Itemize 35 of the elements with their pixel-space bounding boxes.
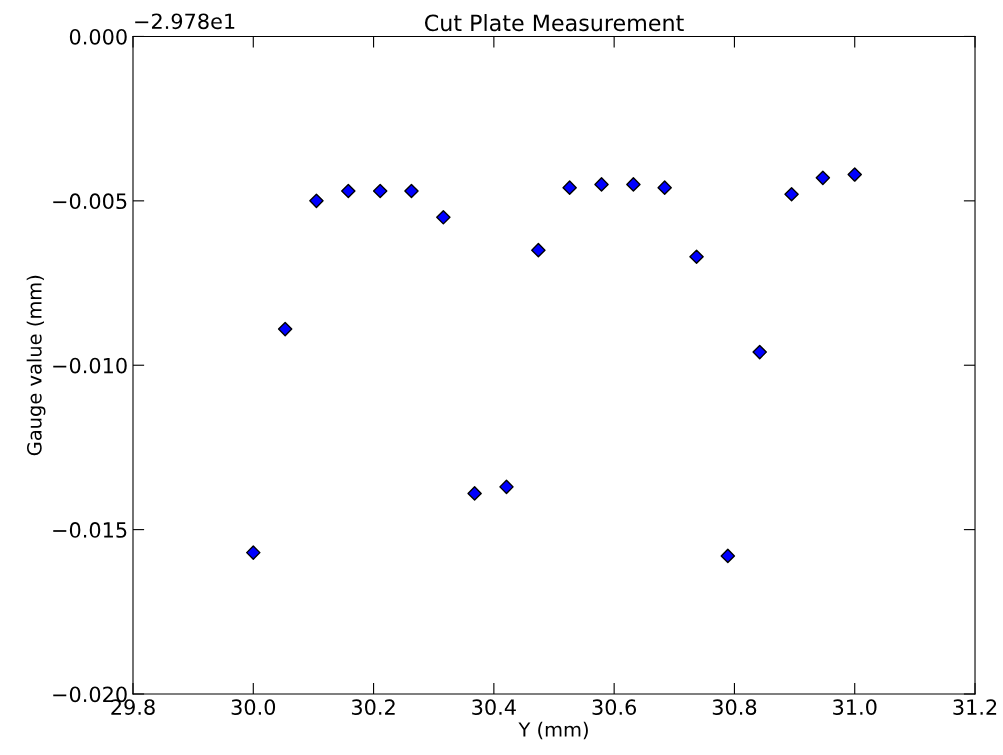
point (752, 344, 767, 360)
chart-title: Cut Plate Measurement (424, 14, 684, 32)
point (467, 486, 482, 501)
point (372, 183, 388, 199)
point (626, 177, 641, 192)
y-tick-label: −0.005 (53, 193, 127, 210)
y-axis-title: Gauge value (mm) (26, 275, 46, 456)
point (531, 242, 546, 258)
point (436, 210, 451, 225)
y-tick-label: −0.015 (53, 522, 127, 538)
point (657, 180, 672, 195)
point (689, 249, 704, 265)
point (562, 180, 577, 195)
x-tick-label: 31.2 (953, 699, 997, 715)
x-tick-label: 30.4 (472, 699, 516, 715)
point (847, 167, 863, 182)
point (309, 193, 324, 209)
x-tick-label: 30.2 (351, 699, 395, 715)
point (784, 186, 799, 202)
point (341, 183, 356, 199)
point (594, 177, 609, 192)
point (815, 170, 831, 186)
point (246, 545, 261, 560)
y-tick-label: 0.000 (69, 28, 127, 45)
x-axis-title: Y (mm) (518, 721, 588, 740)
x-tick-label: 30.0 (231, 699, 276, 715)
y-tick-label: −0.010 (53, 357, 127, 374)
x-tick-label: 31.0 (833, 699, 877, 715)
point (499, 479, 514, 495)
x-tick-label: 30.6 (592, 699, 637, 715)
text: −2.978e1 (135, 13, 235, 30)
x-tick-label: 30.8 (712, 699, 757, 715)
point (404, 183, 419, 199)
point (720, 548, 736, 564)
point (277, 321, 293, 337)
